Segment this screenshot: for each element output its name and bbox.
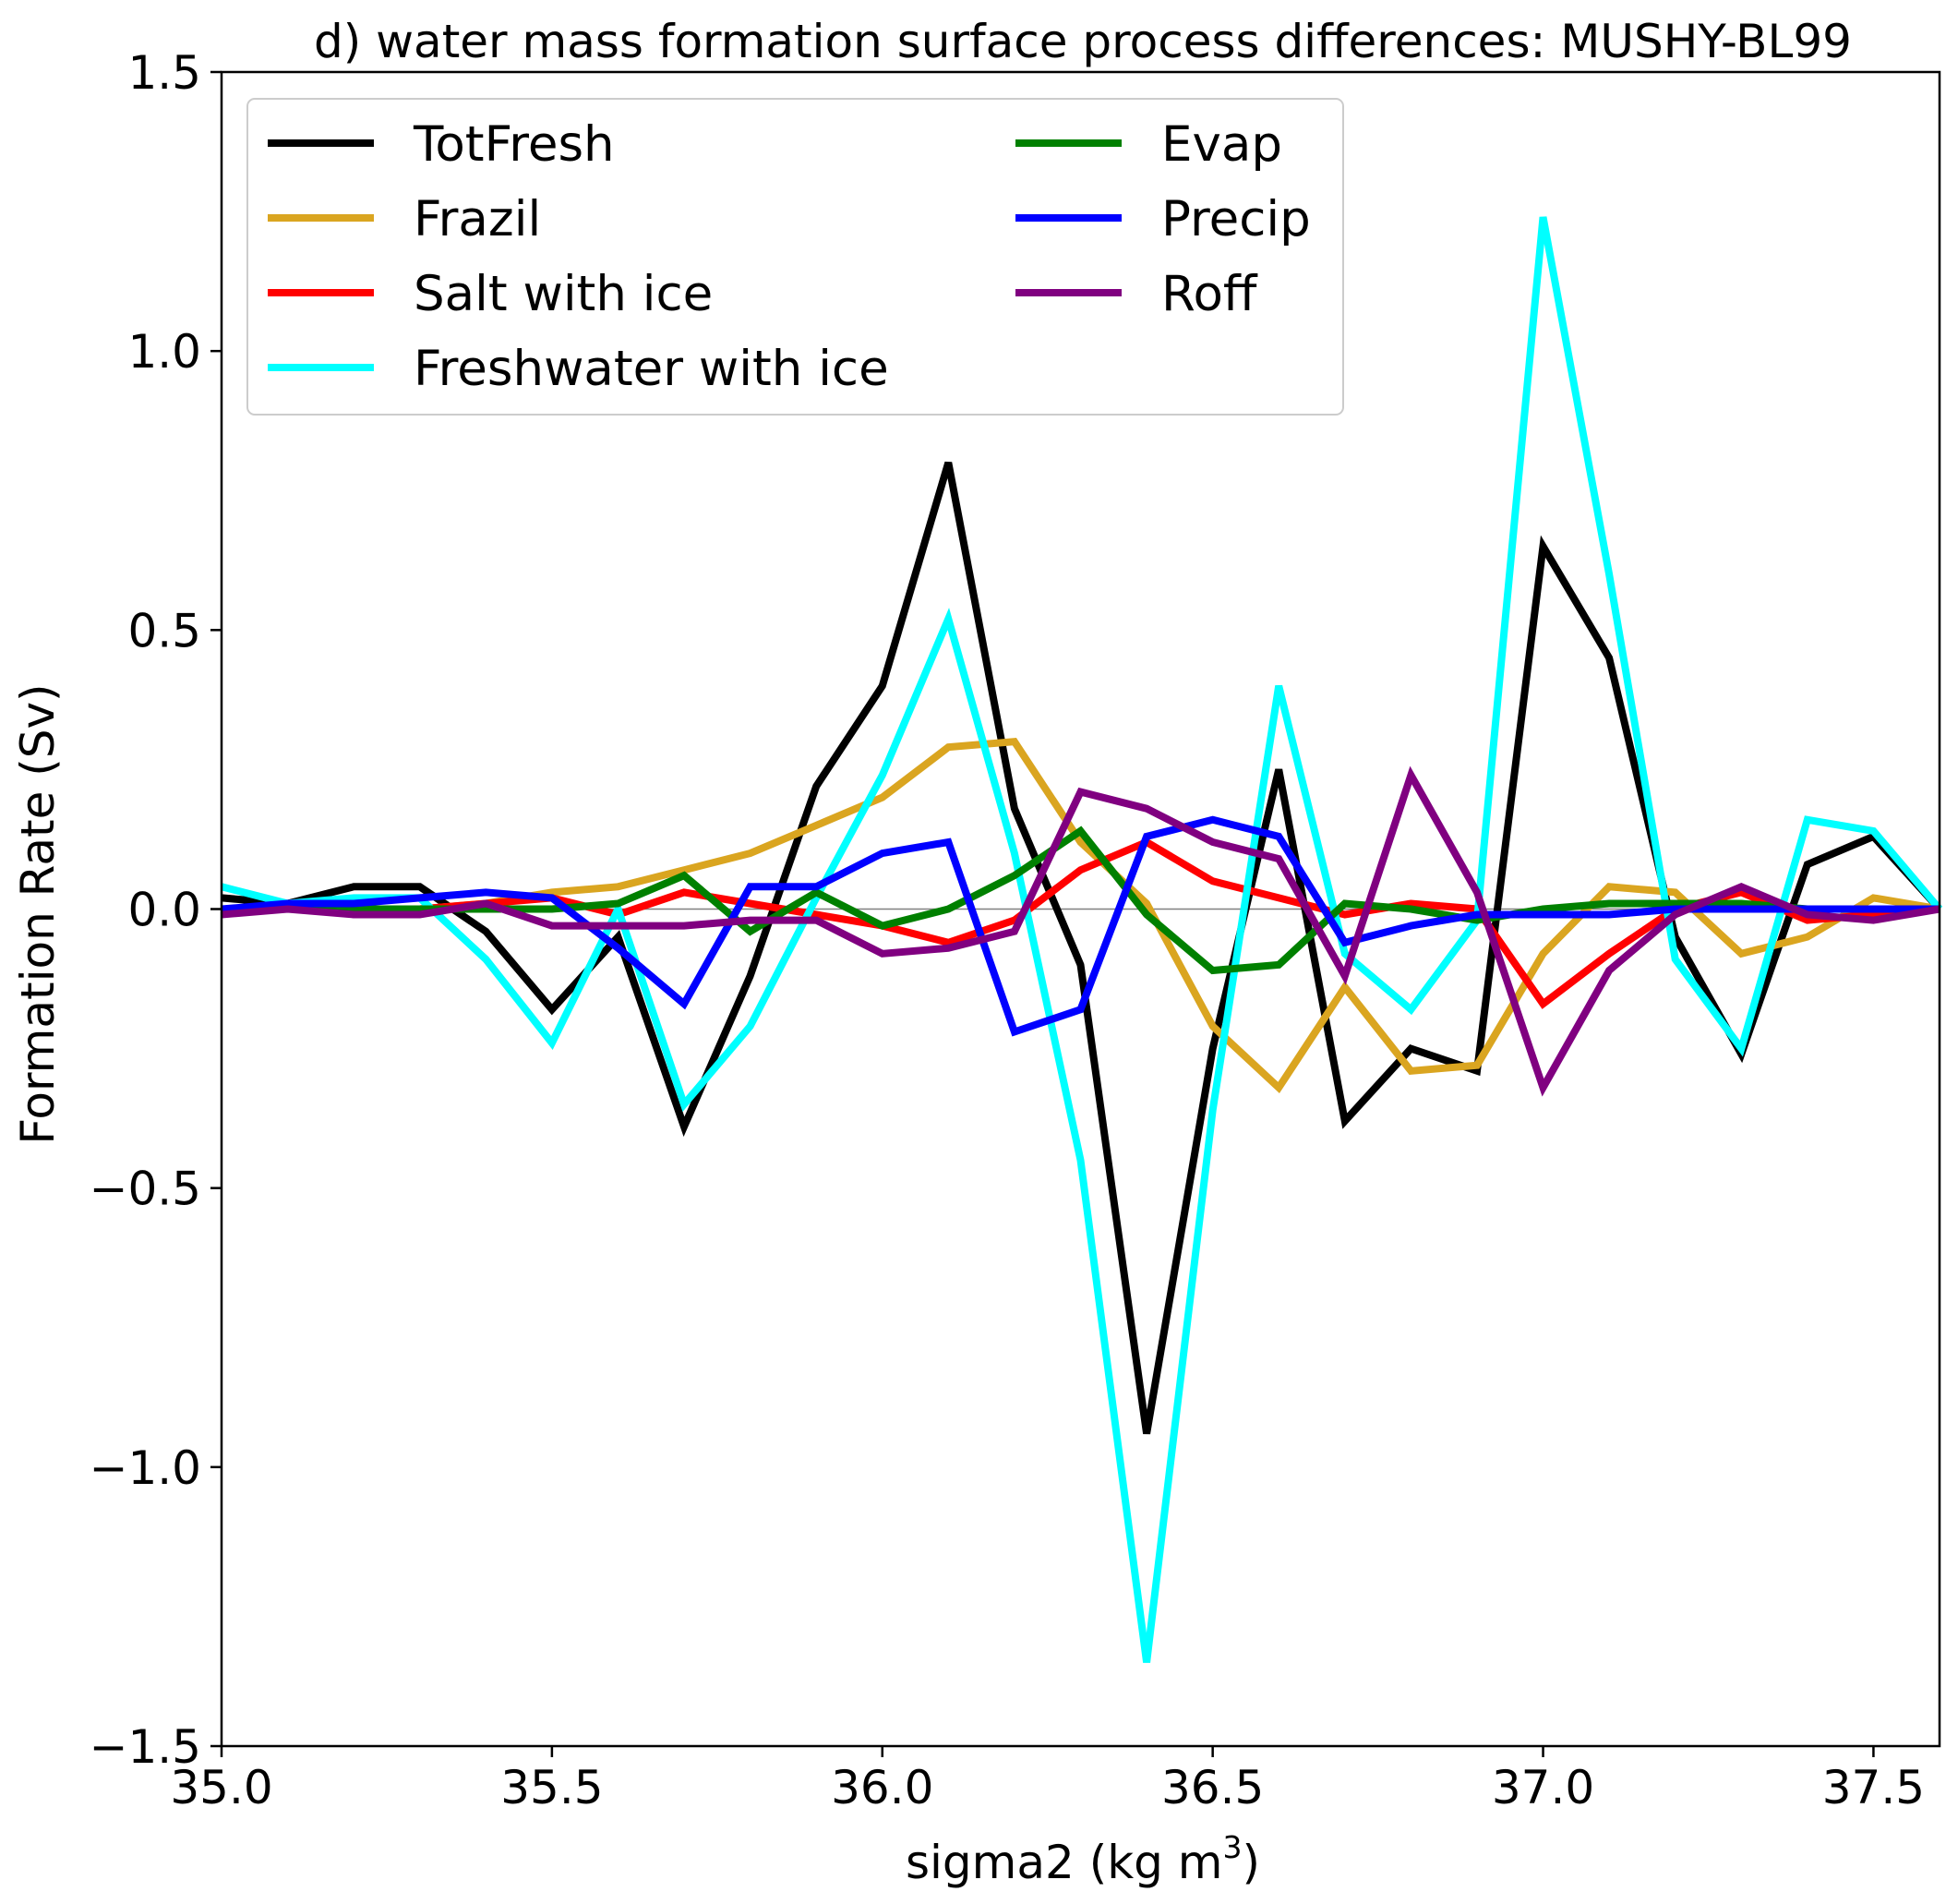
legend-label: Roff [1161, 266, 1258, 322]
y-tick-label: −1.5 [90, 1720, 201, 1774]
legend-label: TotFresh [413, 116, 615, 173]
legend-label: Precip [1161, 191, 1311, 247]
x-tick-label: 36.5 [1161, 1761, 1264, 1814]
y-axis-label: Formation Rate (Sv) [11, 683, 65, 1144]
x-tick-label: 35.0 [170, 1761, 272, 1814]
y-tick-label: −0.5 [90, 1163, 201, 1216]
chart-title: d) water mass formation surface process … [314, 15, 1852, 68]
series-line-precip [221, 815, 1940, 1037]
x-tick-label: 37.5 [1822, 1761, 1925, 1814]
legend: TotFresh Frazil Salt with ice Freshwater wi… [246, 98, 1344, 416]
x-axis-label-superscript: 3 [1223, 1829, 1243, 1865]
y-tick-label: 0.0 [127, 884, 201, 937]
x-axis-ticks: 35.0 35.5 36.0 36.5 37.0 37.5 [170, 1746, 1925, 1814]
x-axis-label-suffix: ) [1243, 1836, 1261, 1889]
x-tick-label: 37.0 [1492, 1761, 1594, 1814]
y-tick-label: −1.0 [90, 1441, 201, 1495]
y-tick-label: 0.5 [127, 604, 201, 657]
y-tick-label: 1.5 [127, 46, 201, 100]
y-tick-label: 1.0 [127, 325, 201, 379]
series-line-freshwater-with-ice [221, 216, 1943, 1663]
legend-items: TotFresh Frazil Salt with ice Freshwater wi… [268, 116, 1311, 397]
x-axis-label-main: sigma2 (kg m [906, 1836, 1223, 1889]
series-line-roff [221, 765, 1940, 1097]
series-line-salt-with-ice [222, 838, 1940, 1009]
legend-label: Evap [1161, 116, 1282, 173]
y-axis-ticks: 1.5 1.0 0.5 0.0 −0.5 −1.0 −1.5 [90, 46, 222, 1774]
legend-box [246, 98, 1344, 416]
series-group [221, 216, 1943, 1663]
x-tick-label: 35.5 [500, 1761, 603, 1814]
x-tick-label: 36.0 [831, 1761, 933, 1814]
legend-label: Salt with ice [414, 266, 713, 322]
legend-label: Freshwater with ice [414, 341, 889, 397]
legend-label: Frazil [414, 191, 541, 247]
x-axis-label: sigma2 (kg m3) [906, 1829, 1260, 1889]
